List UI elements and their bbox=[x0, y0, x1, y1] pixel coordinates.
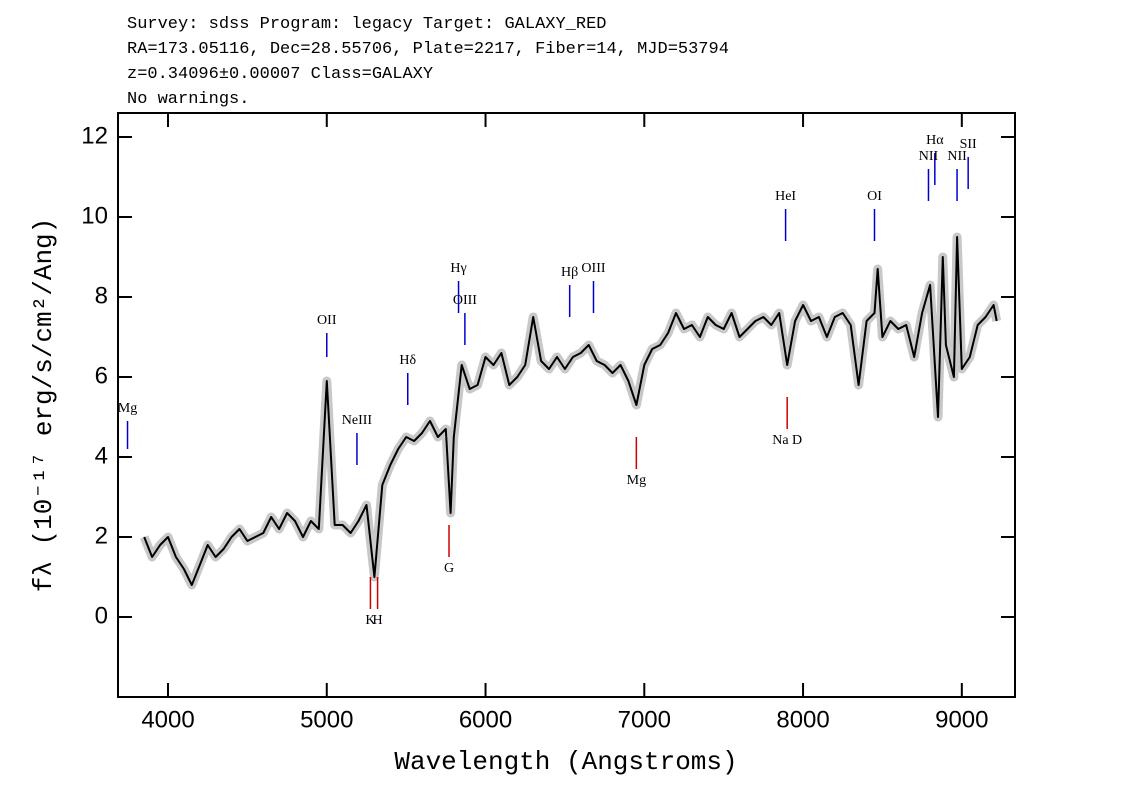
line-label: SII bbox=[960, 137, 977, 152]
y-tick-label: 6 bbox=[95, 362, 108, 389]
flux-line bbox=[143, 236, 998, 586]
line-label: H bbox=[373, 613, 383, 628]
header-line: z=0.34096±0.00007 Class=GALAXY bbox=[127, 65, 433, 84]
line-label: Mg bbox=[118, 401, 137, 416]
line-label: Mg bbox=[627, 473, 646, 488]
x-axis-title: Wavelength (Angstroms) bbox=[394, 747, 737, 777]
header-line: RA=173.05116, Dec=28.55706, Plate=2217, … bbox=[127, 40, 729, 59]
line-label: OIII bbox=[581, 261, 605, 276]
line-label: Hα bbox=[926, 133, 944, 148]
x-tick-label: 8000 bbox=[776, 706, 829, 733]
y-tick-label: 4 bbox=[95, 442, 108, 469]
line-label: K bbox=[365, 613, 375, 628]
line-label: G bbox=[444, 561, 454, 576]
y-axis-title: fλ (10⁻¹⁷ erg/s/cm²/Ang) bbox=[29, 218, 59, 593]
line-label: NeIII bbox=[342, 413, 373, 428]
x-tick-label: 6000 bbox=[459, 706, 512, 733]
x-tick-label: 7000 bbox=[618, 706, 671, 733]
x-tick-label: 9000 bbox=[935, 706, 988, 733]
y-tick-label: 8 bbox=[95, 282, 108, 309]
line-label: OII bbox=[317, 313, 337, 328]
line-label: Hδ bbox=[399, 353, 416, 368]
line-label: OI bbox=[867, 189, 882, 204]
y-tick-label: 10 bbox=[81, 202, 108, 229]
plot-area bbox=[126, 153, 1002, 609]
line-label: Hβ bbox=[561, 265, 578, 280]
header-line: No warnings. bbox=[127, 90, 249, 109]
line-label: NII bbox=[919, 149, 939, 164]
y-tick-label: 0 bbox=[95, 602, 108, 629]
line-label: Hγ bbox=[450, 261, 466, 276]
x-tick-label: 4000 bbox=[141, 706, 194, 733]
x-tick-label: 5000 bbox=[300, 706, 353, 733]
y-tick-label: 12 bbox=[81, 122, 108, 149]
plot-frame bbox=[117, 112, 1016, 698]
line-label: NII bbox=[947, 149, 967, 164]
y-tick-label: 2 bbox=[95, 522, 108, 549]
header-line: Survey: sdss Program: legacy Target: GAL… bbox=[127, 15, 606, 34]
line-label: HeI bbox=[775, 189, 796, 204]
line-label: Na D bbox=[772, 433, 802, 448]
flux-error-band bbox=[140, 232, 1002, 590]
line-label: OIII bbox=[453, 293, 477, 308]
